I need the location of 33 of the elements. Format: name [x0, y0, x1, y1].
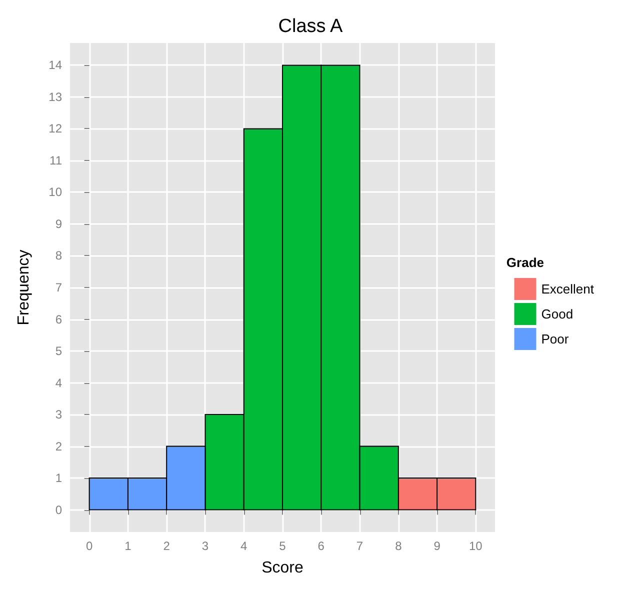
x-axis-title: Score: [262, 560, 304, 576]
y-tick-label: 13: [48, 90, 62, 104]
y-tick-label: 0: [55, 502, 62, 517]
x-tick-label: 0: [86, 539, 93, 553]
x-tick-label: 3: [202, 539, 209, 553]
y-tick-label: 12: [48, 122, 62, 136]
x-tick-label: 7: [356, 539, 364, 553]
y-tick-label: 14: [48, 58, 62, 72]
legend-label: Excellent: [541, 282, 594, 296]
y-axis-title: Frequency: [16, 250, 32, 326]
x-tick-label: 4: [240, 539, 248, 553]
x-tick-label: 1: [124, 539, 132, 553]
x-tick-label: 5: [279, 539, 286, 553]
chart-title: Class A: [278, 16, 344, 37]
x-tick-label: 6: [318, 539, 325, 553]
legend-label: Good: [541, 306, 574, 322]
y-tick-label: 9: [55, 216, 62, 231]
y-tick-label: 6: [55, 312, 62, 326]
legend-title: Grade: [506, 255, 544, 270]
y-tick-label: 2: [55, 439, 62, 454]
legend-label: Poor: [541, 332, 570, 346]
y-tick-label: 10: [48, 185, 62, 200]
x-tick-label: 8: [395, 539, 402, 553]
y-tick-label: 3: [55, 408, 62, 422]
y-tick-label: 7: [55, 280, 62, 294]
x-tick-label: 9: [434, 539, 441, 553]
y-tick-label: 5: [55, 344, 62, 358]
y-tick-label: 11: [50, 153, 62, 168]
x-tick-label: 10: [469, 539, 483, 553]
y-tick-label: 4: [55, 376, 62, 390]
x-tick-label: 2: [163, 539, 170, 553]
y-tick-label: 1: [55, 471, 62, 486]
y-tick-label: 8: [55, 248, 62, 263]
